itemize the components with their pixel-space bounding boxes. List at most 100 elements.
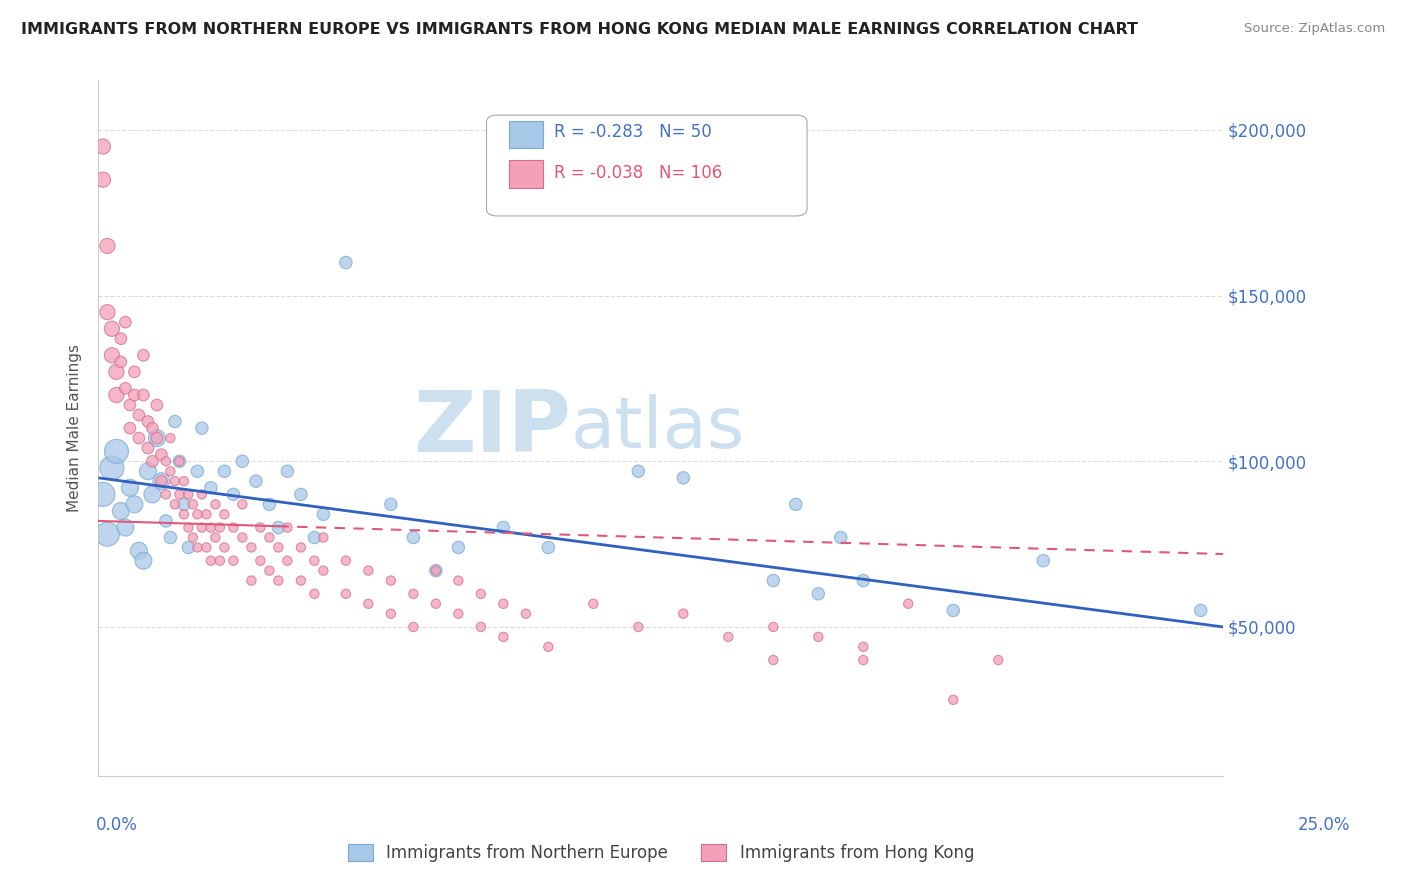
Point [169, 487, 191, 501]
Point [136, 441, 159, 455]
Point [163, 474, 186, 488]
Point [380, 607, 402, 621]
Point [537, 541, 560, 555]
Point [222, 554, 245, 568]
Point [146, 398, 169, 412]
Point [515, 607, 537, 621]
Point [312, 531, 335, 545]
Point [425, 597, 447, 611]
Point [200, 520, 222, 534]
Point [447, 541, 470, 555]
Point [124, 497, 146, 511]
Point [101, 348, 124, 362]
Point [492, 597, 515, 611]
Point [208, 520, 231, 534]
Point [357, 564, 380, 578]
Point [195, 508, 218, 522]
Point [807, 587, 830, 601]
Point [96, 527, 118, 541]
Point [335, 255, 357, 269]
Point [240, 574, 263, 588]
Point [214, 541, 236, 555]
Point [447, 574, 470, 588]
Point [425, 564, 447, 578]
Point [276, 520, 298, 534]
Point [312, 508, 335, 522]
Point [177, 520, 200, 534]
Point [267, 574, 290, 588]
Y-axis label: Median Male Earnings: Median Male Earnings [66, 344, 82, 512]
Point [159, 464, 181, 478]
FancyBboxPatch shape [509, 161, 543, 188]
Point [141, 454, 163, 468]
Point [91, 487, 114, 501]
Point [159, 531, 181, 545]
Point [1189, 603, 1212, 617]
Point [181, 531, 204, 545]
Point [91, 172, 114, 186]
Point [110, 332, 132, 346]
Point [852, 574, 875, 588]
Point [163, 415, 186, 429]
Point [942, 603, 965, 617]
Text: 25.0%: 25.0% [1298, 816, 1350, 834]
Point [200, 481, 222, 495]
Point [96, 239, 118, 253]
Point [312, 564, 335, 578]
Point [191, 421, 214, 435]
Point [290, 541, 312, 555]
Point [204, 531, 226, 545]
Point [110, 355, 132, 369]
Point [1032, 554, 1054, 568]
Point [762, 574, 785, 588]
Point [276, 464, 298, 478]
Point [852, 640, 875, 654]
Text: ZIP: ZIP [413, 386, 571, 470]
Point [942, 693, 965, 707]
Point [128, 431, 150, 445]
Point [380, 574, 402, 588]
Point [402, 620, 425, 634]
Point [830, 531, 852, 545]
Point [177, 541, 200, 555]
Point [146, 431, 169, 445]
Point [231, 497, 253, 511]
Point [101, 461, 124, 475]
Point [537, 640, 560, 654]
Point [150, 448, 173, 462]
Point [105, 444, 128, 458]
Point [150, 474, 173, 488]
Point [141, 487, 163, 501]
Point [402, 587, 425, 601]
Point [627, 620, 650, 634]
Point [582, 597, 605, 611]
Point [290, 487, 312, 501]
Point [627, 464, 650, 478]
Point [195, 541, 218, 555]
Point [304, 531, 326, 545]
Point [276, 554, 298, 568]
Point [425, 564, 447, 578]
Point [987, 653, 1010, 667]
Point [357, 597, 380, 611]
Point [136, 415, 159, 429]
Point [259, 497, 281, 511]
Text: R = -0.283   N= 50: R = -0.283 N= 50 [554, 123, 711, 142]
Point [132, 348, 155, 362]
Point [402, 531, 425, 545]
FancyBboxPatch shape [509, 120, 543, 148]
Point [118, 398, 141, 412]
Text: Source: ZipAtlas.com: Source: ZipAtlas.com [1244, 22, 1385, 36]
Point [335, 587, 357, 601]
Point [91, 139, 114, 153]
Point [141, 421, 163, 435]
Point [124, 388, 146, 402]
Point [186, 508, 208, 522]
Point [173, 497, 195, 511]
Legend: Immigrants from Northern Europe, Immigrants from Hong Kong: Immigrants from Northern Europe, Immigra… [342, 837, 980, 869]
Point [208, 554, 231, 568]
Text: atlas: atlas [571, 393, 745, 463]
Point [290, 574, 312, 588]
FancyBboxPatch shape [486, 115, 807, 216]
Point [470, 587, 492, 601]
